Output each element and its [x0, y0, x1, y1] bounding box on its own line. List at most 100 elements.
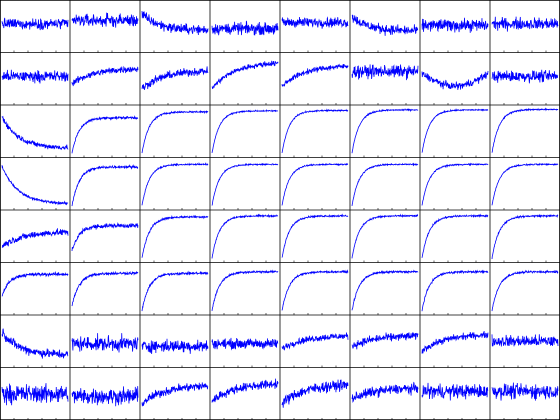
panel-r2-c0	[2, 116, 68, 157]
series-line-r4-c0	[2, 228, 68, 247]
series-line-r1-c3	[212, 61, 278, 89]
panel-r1-c3	[212, 61, 278, 105]
series-line-r2-c2	[142, 111, 208, 153]
panel-r3-c2	[142, 163, 208, 210]
panel-r4-c7	[492, 215, 558, 262]
panel-r7-c2	[142, 382, 208, 420]
panel-r4-c0	[2, 228, 68, 262]
panel-r2-c1	[72, 116, 138, 157]
series-line-r6-c0	[2, 329, 68, 359]
series-line-r0-c4	[282, 17, 348, 29]
panel-r5-c0	[2, 272, 68, 315]
panel-r7-c6	[422, 383, 488, 420]
panel-r5-c6	[422, 271, 488, 315]
series-line-r2-c3	[212, 110, 278, 153]
panel-r0-c2	[142, 11, 208, 53]
series-line-r0-c1	[72, 13, 138, 28]
series-line-r3-c3	[212, 164, 278, 206]
series-line-r1-c7	[492, 70, 558, 84]
panel-r3-c0	[2, 165, 68, 210]
series-line-r6-c7	[492, 334, 558, 346]
series-line-r6-c4	[282, 333, 348, 350]
series-line-r3-c7	[492, 164, 558, 206]
series-line-r0-c6	[422, 18, 488, 33]
panel-r1-c7	[492, 70, 558, 105]
series-line-r0-c3	[212, 21, 278, 35]
panel-r2-c3	[212, 110, 278, 157]
series-line-r7-c7	[492, 383, 558, 401]
series-line-r1-c5	[352, 64, 418, 80]
series-line-r5-c2	[142, 272, 208, 311]
panel-r1-c0	[2, 70, 68, 105]
panel-r5-c4	[282, 270, 348, 315]
panel-r4-c3	[212, 215, 278, 262]
panel-r1-c6	[422, 71, 488, 105]
panel-r7-c5	[352, 383, 418, 420]
series-line-r3-c6	[422, 164, 488, 206]
series-line-r5-c4	[282, 270, 348, 310]
panel-r0-c6	[422, 18, 488, 53]
series-line-r4-c3	[212, 215, 278, 258]
series-line-r3-c5	[352, 164, 418, 206]
panel-r2-c6	[422, 109, 488, 157]
series-line-r7-c4	[282, 380, 348, 408]
panel-r1-c2	[142, 66, 208, 105]
series-line-r6-c6	[422, 331, 488, 354]
panel-r3-c4	[282, 164, 348, 210]
series-line-r6-c1	[72, 333, 138, 352]
panel-r7-c7	[492, 383, 558, 420]
series-line-r0-c7	[492, 17, 558, 32]
series-line-r3-c4	[282, 164, 348, 206]
panel-r4-c6	[422, 215, 488, 263]
panel-r3-c7	[492, 164, 558, 210]
series-line-r3-c0	[2, 165, 68, 204]
panel-r6-c3	[212, 338, 278, 368]
panel-r2-c7	[492, 109, 558, 158]
panel-r1-c5	[352, 64, 418, 105]
panel-r1-c1	[72, 67, 138, 105]
series-line-r5-c6	[422, 271, 488, 311]
panel-r0-c1	[72, 13, 138, 53]
panel-r5-c2	[142, 272, 208, 315]
panel-r5-c3	[212, 271, 278, 315]
panel-r0-c4	[282, 17, 348, 52]
series-line-r2-c0	[2, 116, 68, 149]
panel-r4-c2	[142, 216, 208, 263]
panel-r5-c1	[72, 272, 138, 315]
series-line-r4-c4	[282, 215, 348, 258]
panel-r4-c1	[72, 223, 138, 262]
panel-r6-c2	[142, 339, 208, 368]
panel-r7-c1	[72, 386, 138, 420]
panel-r3-c6	[422, 164, 488, 210]
panel-r6-c7	[492, 334, 558, 367]
series-line-r4-c1	[72, 223, 138, 251]
series-line-r7-c2	[142, 382, 208, 405]
series-line-r0-c0	[2, 18, 68, 30]
series-line-r0-c5	[352, 15, 418, 36]
series-line-r7-c1	[72, 386, 138, 406]
series-line-r1-c6	[422, 71, 488, 90]
series-line-r5-c0	[2, 272, 68, 296]
panel-r7-c3	[212, 379, 278, 420]
series-line-r2-c7	[492, 109, 558, 153]
series-line-r2-c1	[72, 116, 138, 153]
series-line-r5-c1	[72, 272, 138, 306]
panel-r6-c6	[422, 331, 488, 368]
panel-r0-c5	[352, 15, 418, 52]
series-line-r2-c6	[422, 109, 488, 152]
series-line-r7-c5	[352, 383, 418, 402]
series-line-r1-c0	[2, 70, 68, 84]
panel-r3-c3	[212, 164, 278, 210]
panel-r3-c5	[352, 164, 418, 210]
panel-r6-c5	[352, 332, 418, 367]
series-line-r6-c2	[142, 339, 208, 354]
series-line-r1-c4	[282, 64, 348, 86]
panel-r7-c0	[2, 383, 68, 420]
panel-r2-c2	[142, 111, 208, 157]
panel-r5-c5	[352, 271, 418, 315]
series-line-r0-c2	[142, 11, 208, 35]
panel-r4-c4	[282, 215, 348, 263]
panel-r6-c4	[282, 333, 348, 368]
panel-r4-c5	[352, 215, 418, 263]
